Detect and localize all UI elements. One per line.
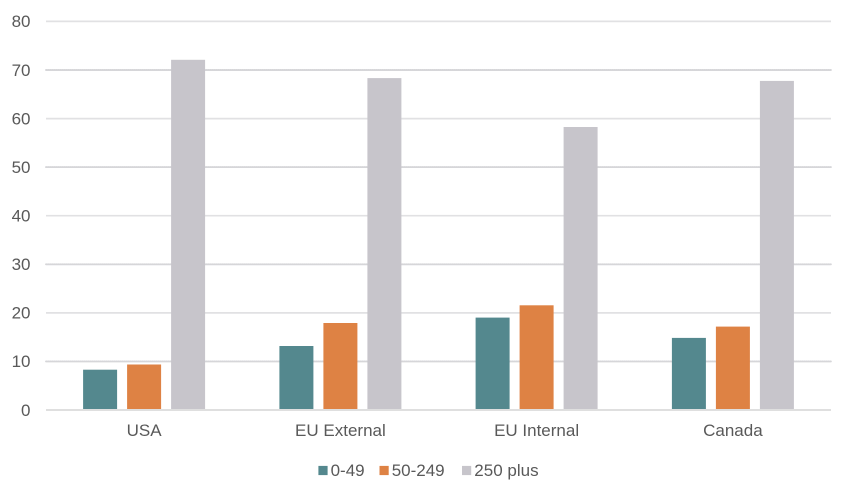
svg-text:60: 60 <box>12 109 31 128</box>
svg-text:USA: USA <box>127 421 163 440</box>
svg-text:80: 80 <box>12 12 31 31</box>
svg-text:30: 30 <box>12 255 31 274</box>
svg-text:EU Internal: EU Internal <box>494 421 579 440</box>
svg-text:Canada: Canada <box>703 421 763 440</box>
svg-text:0-49: 0-49 <box>331 461 365 480</box>
svg-text:0: 0 <box>21 401 30 420</box>
svg-text:50: 50 <box>12 158 31 177</box>
svg-text:20: 20 <box>12 304 31 323</box>
svg-text:10: 10 <box>12 352 31 371</box>
svg-text:70: 70 <box>12 61 31 80</box>
svg-text:50-249: 50-249 <box>392 461 445 480</box>
svg-text:250 plus: 250 plus <box>474 461 538 480</box>
svg-text:40: 40 <box>12 207 31 226</box>
svg-text:EU External: EU External <box>295 421 386 440</box>
